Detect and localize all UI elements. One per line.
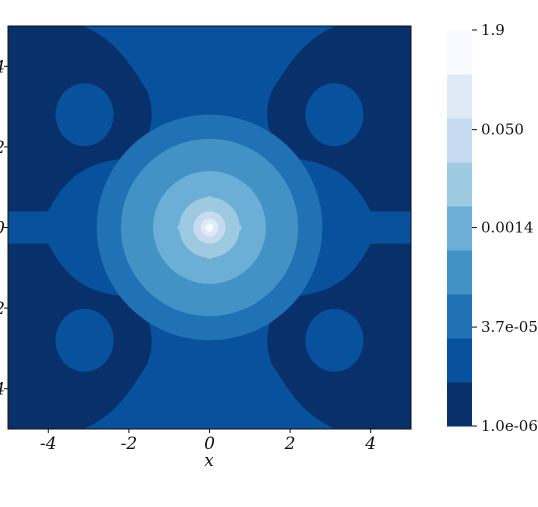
colorbar-band (447, 294, 472, 339)
colorbar-tick-label: 1.0e-06 (481, 417, 538, 435)
y-axis: 4 2 0 2 4 (0, 57, 8, 400)
colorbar-band (447, 74, 472, 119)
x-tick-label: -4 (40, 434, 57, 454)
x-axis-label: x (204, 451, 214, 471)
y-tick-label: 0 (0, 219, 5, 239)
corner-lobe (8, 243, 152, 429)
colorbar-tick-label: 0.0014 (481, 219, 534, 237)
colorbar-band (447, 382, 472, 427)
colorbar-band (447, 118, 472, 163)
colorbar-tick-label: 1.9 (481, 21, 505, 39)
colorbar-band (447, 250, 472, 295)
contour-satellite (177, 224, 186, 231)
corner-lobe (267, 26, 411, 212)
lobe-inner-band (305, 83, 364, 147)
colorbar-band (447, 30, 472, 75)
colorbar: 1.9 0.050 0.0014 3.7e-05 1.0e-06 (447, 21, 538, 435)
plot-area (8, 26, 411, 429)
x-tick-label: 0 (204, 434, 215, 454)
y-tick-label: 2 (0, 138, 5, 158)
x-tick-label: 2 (284, 434, 296, 454)
x-tick-label: -2 (121, 434, 138, 454)
contour-satellite (205, 252, 214, 259)
x-tick-label: 4 (364, 434, 376, 454)
contour-satellite (205, 196, 214, 203)
contour-peak-core (205, 223, 214, 232)
lobe-inner-band (55, 83, 114, 147)
lobe-inner-band (305, 308, 364, 372)
y-tick-label: 4 (0, 57, 5, 77)
colorbar-band (447, 338, 472, 383)
contour-satellite (233, 224, 242, 231)
corner-lobe (267, 243, 411, 429)
lobe-inner-band (55, 308, 114, 372)
corner-lobe (8, 26, 152, 212)
y-tick-label: 4 (0, 380, 5, 400)
colorbar-tick-label: 0.050 (481, 121, 524, 139)
x-axis: -4 -2 0 2 4 (40, 429, 376, 454)
y-tick-label: 2 (0, 299, 5, 319)
colorbar-tick-label: 3.7e-05 (481, 318, 538, 336)
colorbar-band (447, 162, 472, 207)
colorbar-band (447, 206, 472, 251)
